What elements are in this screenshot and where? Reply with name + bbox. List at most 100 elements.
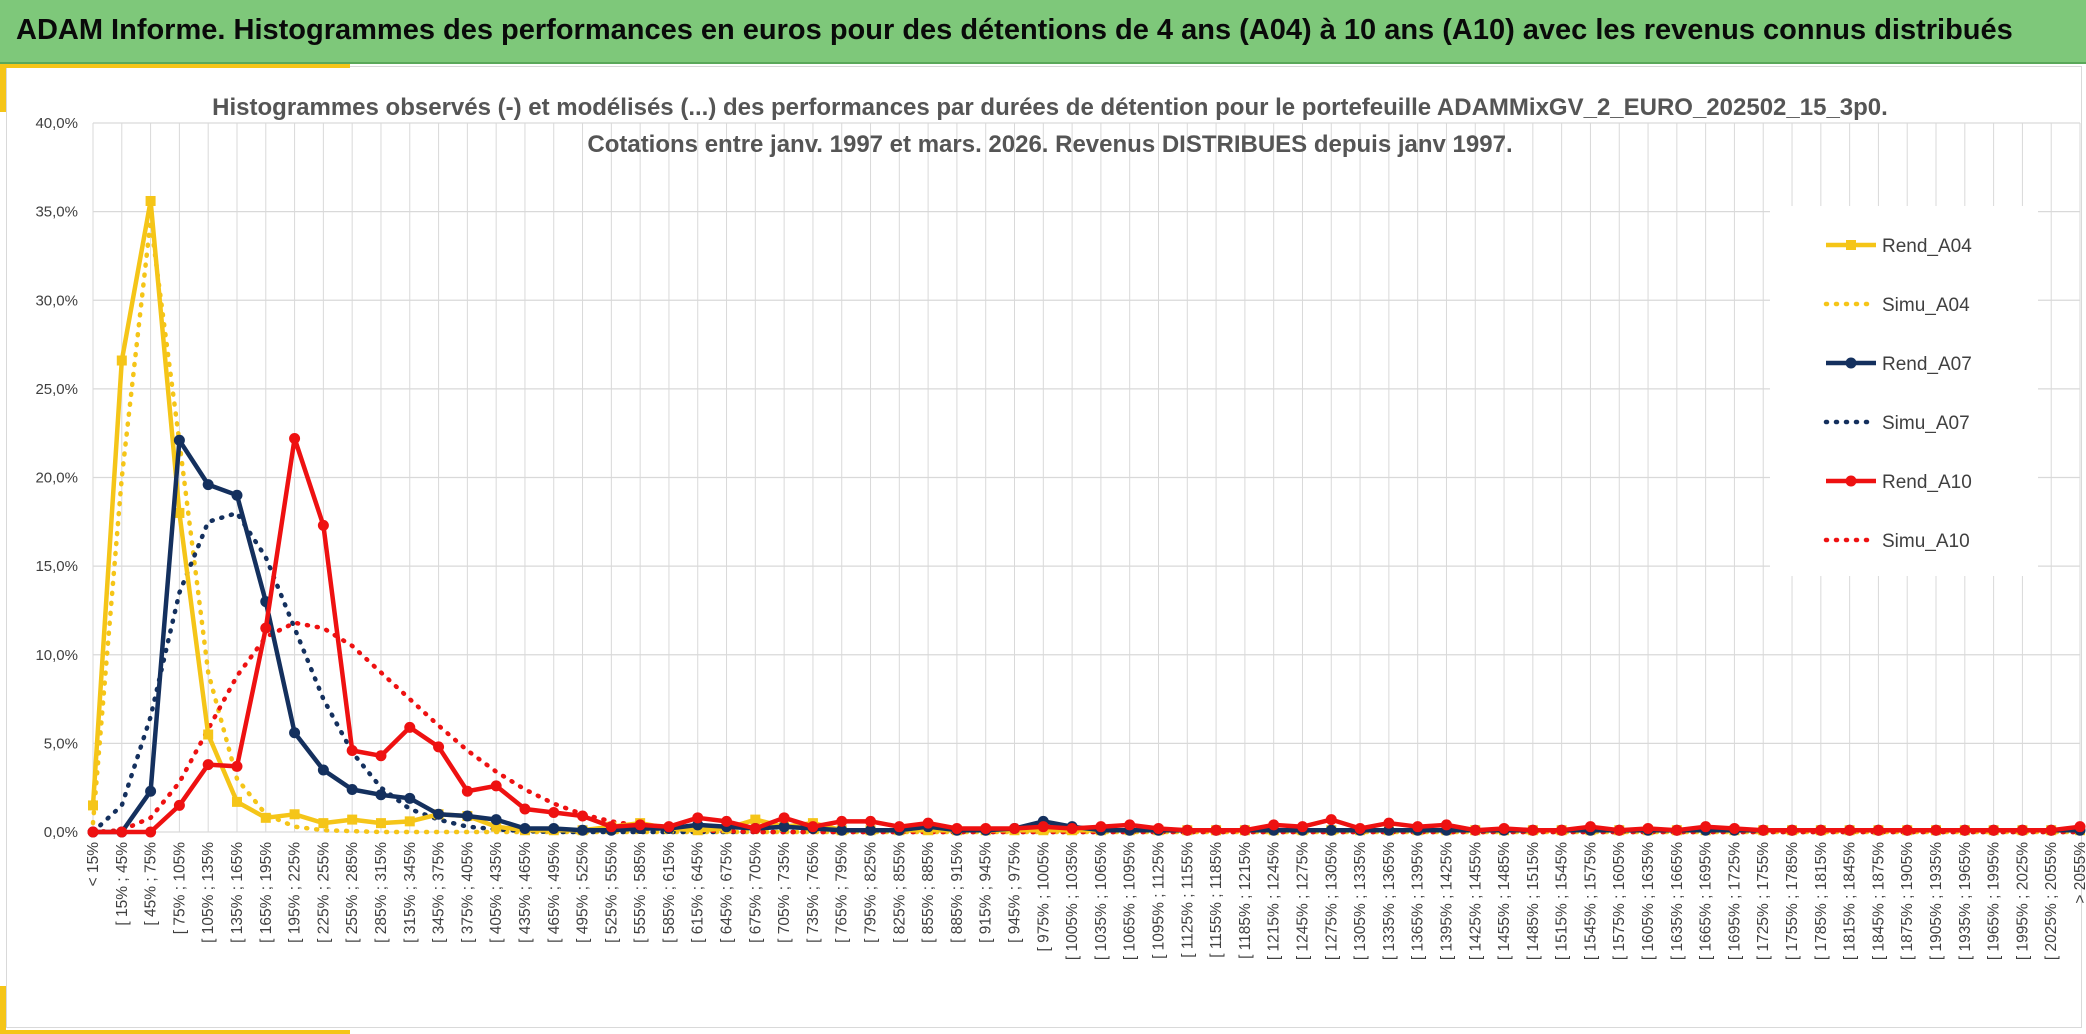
data-point-rend_a07 bbox=[289, 727, 301, 739]
x-tick-label: [ 1515% ; 1545% bbox=[1554, 842, 1571, 960]
x-tick-label: [ 1545% ; 1575% bbox=[1582, 842, 1599, 960]
x-tick-label: [ 1935% ; 1965% bbox=[1957, 842, 1974, 960]
data-point-rend_a10 bbox=[1988, 824, 2000, 836]
legend-label-rend_a04: Rend_A04 bbox=[1882, 236, 1972, 257]
corner-accent-left-bottom bbox=[0, 986, 6, 1034]
x-tick-label: [ 1065% ; 1095% bbox=[1122, 842, 1139, 960]
x-tick-label: [ 1005% ; 1035% bbox=[1064, 842, 1081, 960]
data-point-rend_a10 bbox=[1786, 824, 1798, 836]
series-line-rend_a10 bbox=[93, 436, 2081, 835]
x-tick-label: [ 915% ; 945% bbox=[978, 842, 995, 943]
x-tick-label: [ 495% ; 525% bbox=[575, 842, 592, 943]
data-point-rend_a10 bbox=[1498, 822, 1510, 834]
data-point-rend_a10 bbox=[1728, 822, 1740, 834]
data-point-rend_a04 bbox=[260, 812, 271, 823]
x-tick-label: [ 975% ; 1005% bbox=[1035, 842, 1052, 952]
data-point-rend_a07 bbox=[346, 783, 358, 795]
x-tick-label: [ 1575% ; 1605% bbox=[1611, 842, 1628, 960]
legend-marker-rend_a10 bbox=[1845, 475, 1857, 487]
x-tick-label: [ 105% ; 135% bbox=[200, 842, 217, 943]
legend-label-simu_a04: Simu_A04 bbox=[1882, 295, 1970, 316]
data-point-rend_a04 bbox=[116, 355, 127, 366]
data-point-rend_a04 bbox=[404, 816, 415, 827]
x-tick-label: [ 1095% ; 1125% bbox=[1150, 842, 1167, 959]
data-point-rend_a10 bbox=[433, 741, 445, 753]
data-point-rend_a10 bbox=[865, 815, 877, 827]
x-tick-label: [ 825% ; 855% bbox=[891, 842, 908, 943]
data-point-rend_a07 bbox=[145, 785, 157, 797]
data-point-rend_a07 bbox=[836, 824, 848, 836]
data-point-rend_a07 bbox=[778, 821, 790, 833]
corner-accent-left-top bbox=[0, 64, 6, 112]
y-tick-label: 5,0% bbox=[44, 735, 78, 752]
y-tick-label: 10,0% bbox=[35, 647, 78, 664]
data-point-rend_a10 bbox=[519, 803, 531, 815]
data-point-rend_a10 bbox=[1239, 824, 1251, 836]
x-tick-label: > 2055% bbox=[2072, 842, 2086, 904]
x-tick-label: [ 1815% ; 1845% bbox=[1842, 842, 1859, 960]
data-point-rend_a10 bbox=[1095, 821, 1107, 833]
x-tick-label: [ 1485% ; 1515% bbox=[1525, 842, 1542, 960]
data-point-rend_a10 bbox=[1671, 824, 1683, 836]
legend-label-simu_a07: Simu_A07 bbox=[1882, 413, 1970, 434]
x-tick-label: [ 1335% ; 1365% bbox=[1381, 842, 1398, 960]
x-tick-label: [ 735% ; 765% bbox=[805, 842, 822, 943]
data-point-rend_a10 bbox=[1296, 821, 1308, 833]
x-tick-label: [ 195% ; 225% bbox=[287, 842, 304, 943]
data-point-rend_a04 bbox=[203, 729, 214, 740]
legend-label-simu_a10: Simu_A10 bbox=[1882, 531, 1970, 552]
data-point-rend_a04 bbox=[491, 821, 502, 832]
data-point-rend_a10 bbox=[1757, 824, 1769, 836]
data-point-rend_a10 bbox=[721, 815, 733, 827]
x-tick-label: [ 1365% ; 1395% bbox=[1410, 842, 1427, 960]
data-point-rend_a10 bbox=[634, 819, 646, 831]
page-title: ADAM Informe. Histogrammes des performan… bbox=[16, 14, 2013, 46]
y-tick-label: 25,0% bbox=[35, 381, 78, 398]
x-tick-label: [ 45% ; 75% bbox=[143, 842, 160, 926]
x-tick-label: [ 1755% ; 1785% bbox=[1784, 842, 1801, 960]
data-point-rend_a07 bbox=[461, 810, 473, 822]
x-tick-label: [ 1965% ; 1995% bbox=[1986, 842, 2003, 960]
data-point-rend_a10 bbox=[1268, 819, 1280, 831]
corner-accent-top bbox=[0, 64, 350, 68]
data-point-rend_a07 bbox=[173, 434, 185, 446]
x-tick-label: [ 555% ; 585% bbox=[632, 842, 649, 943]
x-tick-label: [ 1845% ; 1875% bbox=[1870, 842, 1887, 960]
legend-label-rend_a07: Rend_A07 bbox=[1882, 354, 1972, 375]
x-tick-label: [ 1725% ; 1755% bbox=[1755, 842, 1772, 960]
data-point-rend_a04 bbox=[750, 814, 761, 825]
x-tick-label: [ 1305% ; 1335% bbox=[1352, 842, 1369, 960]
legend-background bbox=[1770, 206, 2038, 576]
x-tick-label: [ 1425% ; 1455% bbox=[1467, 842, 1484, 960]
data-point-rend_a10 bbox=[1210, 824, 1222, 836]
x-tick-label: [ 405% ; 435% bbox=[488, 842, 505, 943]
x-tick-label: [ 1995% ; 2025% bbox=[2014, 842, 2031, 960]
data-point-rend_a04 bbox=[174, 507, 185, 518]
x-tick-label: [ 2025% ; 2055% bbox=[2043, 842, 2060, 960]
y-tick-label: 15,0% bbox=[35, 558, 78, 575]
data-point-rend_a10 bbox=[2045, 824, 2057, 836]
x-tick-label: [ 1875% ; 1905% bbox=[1899, 842, 1916, 960]
x-tick-label: [ 315% ; 345% bbox=[402, 842, 419, 943]
x-tick-label: [ 1455% ; 1485% bbox=[1496, 842, 1513, 960]
x-tick-label: [ 465% ; 495% bbox=[546, 842, 563, 943]
grid bbox=[92, 122, 2081, 833]
data-point-rend_a10 bbox=[260, 622, 272, 634]
data-point-rend_a10 bbox=[2074, 821, 2086, 833]
data-point-rend_a10 bbox=[1959, 824, 1971, 836]
data-point-rend_a04 bbox=[375, 818, 386, 829]
x-axis: < 15% [ 15% ; 45% [ 45% ; 75% [ 75% ; 105% [… bbox=[85, 842, 2086, 960]
data-point-rend_a07 bbox=[231, 489, 243, 501]
data-point-rend_a10 bbox=[749, 822, 761, 834]
data-point-rend_a10 bbox=[289, 433, 301, 445]
corner-accent-bottom bbox=[0, 1030, 350, 1034]
x-tick-label: [ 1185% ; 1215% bbox=[1237, 842, 1254, 959]
chart-title-line-2: Cotations entre janv. 1997 et mars. 2026… bbox=[587, 131, 1512, 158]
x-tick-label: [ 795% ; 825% bbox=[863, 842, 880, 943]
data-point-rend_a10 bbox=[116, 826, 128, 838]
data-point-rend_a10 bbox=[1181, 824, 1193, 836]
y-tick-label: 30,0% bbox=[35, 292, 78, 309]
data-point-rend_a10 bbox=[980, 822, 992, 834]
x-tick-label: [ 1035% ; 1065% bbox=[1093, 842, 1110, 960]
x-tick-label: [ 1665% ; 1695% bbox=[1698, 842, 1715, 960]
